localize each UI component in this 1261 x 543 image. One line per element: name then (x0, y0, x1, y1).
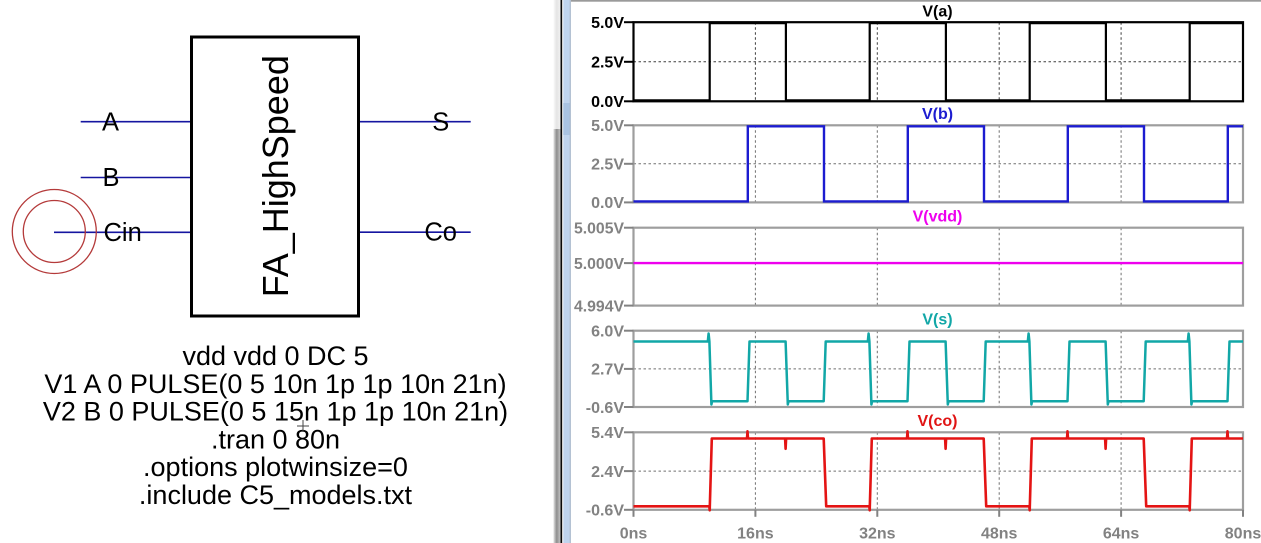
svg-text:vdd vdd 0 DC 5: vdd vdd 0 DC 5 (182, 341, 368, 371)
svg-text:2.5V: 2.5V (591, 55, 624, 72)
svg-text:.options plotwinsize=0: .options plotwinsize=0 (143, 452, 408, 482)
svg-text:-0.6V: -0.6V (586, 400, 625, 417)
svg-text:-0.6V: -0.6V (586, 503, 625, 520)
svg-text:48ns: 48ns (981, 526, 1018, 543)
svg-text:5.000V: 5.000V (574, 256, 624, 273)
svg-text:16ns: 16ns (737, 526, 774, 543)
svg-text:FA_HighSpeed: FA_HighSpeed (255, 55, 296, 297)
svg-text:0.0V: 0.0V (591, 94, 624, 111)
svg-text:5.4V: 5.4V (591, 425, 624, 442)
svg-text:5.0V: 5.0V (591, 118, 624, 135)
svg-text:V(s): V(s) (922, 312, 952, 329)
svg-text:V2 B 0 PULSE(0 5 15n 1p 1p 10n: V2 B 0 PULSE(0 5 15n 1p 1p 10n 21n) (43, 397, 508, 427)
svg-text:0ns: 0ns (620, 526, 648, 543)
svg-text:.include C5_models.txt: .include C5_models.txt (139, 480, 413, 510)
svg-text:64ns: 64ns (1103, 526, 1140, 543)
svg-text:B: B (103, 164, 120, 192)
svg-text:32ns: 32ns (859, 526, 896, 543)
svg-text:80ns: 80ns (1225, 526, 1261, 543)
svg-text:S: S (432, 108, 449, 136)
svg-text:6.0V: 6.0V (591, 324, 624, 341)
svg-text:Cin: Cin (104, 219, 142, 247)
svg-text:2.5V: 2.5V (591, 157, 624, 174)
svg-text:Co: Co (424, 219, 457, 247)
svg-text:2.7V: 2.7V (591, 362, 624, 379)
svg-text:5.005V: 5.005V (574, 221, 624, 238)
svg-text:V(co): V(co) (918, 413, 958, 430)
svg-text:2.4V: 2.4V (591, 464, 624, 481)
svg-text:.tran 0 80n: .tran 0 80n (211, 424, 340, 454)
svg-text:V(vdd): V(vdd) (913, 209, 963, 226)
svg-text:A: A (102, 108, 119, 136)
svg-text:V(a): V(a) (922, 3, 952, 20)
svg-text:0.0V: 0.0V (591, 195, 624, 212)
svg-text:V(b): V(b) (922, 106, 953, 123)
svg-text:5.0V: 5.0V (591, 15, 624, 32)
svg-text:4.994V: 4.994V (574, 299, 624, 316)
svg-text:V1 A 0 PULSE(0 5 10n 1p 1p 10n: V1 A 0 PULSE(0 5 10n 1p 1p 10n 21n) (44, 369, 506, 399)
